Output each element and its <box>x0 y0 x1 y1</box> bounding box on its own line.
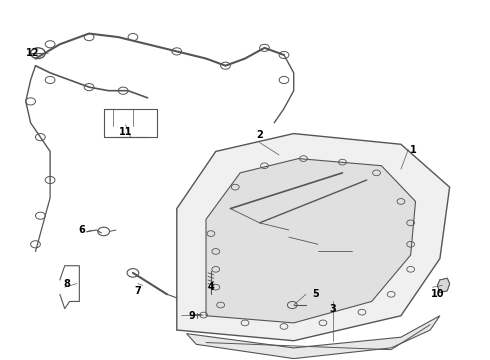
Text: 10: 10 <box>431 289 444 299</box>
Text: 11: 11 <box>119 127 132 137</box>
Text: 6: 6 <box>78 225 85 235</box>
Polygon shape <box>187 316 440 359</box>
Text: 5: 5 <box>312 289 319 299</box>
Text: 12: 12 <box>26 48 40 58</box>
Text: 1: 1 <box>410 145 416 155</box>
Text: 7: 7 <box>134 286 141 296</box>
Text: 4: 4 <box>208 282 214 292</box>
Polygon shape <box>206 158 416 323</box>
Text: 8: 8 <box>64 279 71 289</box>
Text: 3: 3 <box>329 303 336 314</box>
Polygon shape <box>438 278 450 293</box>
Text: 9: 9 <box>188 311 195 321</box>
Text: 2: 2 <box>256 130 263 140</box>
Polygon shape <box>177 134 450 341</box>
